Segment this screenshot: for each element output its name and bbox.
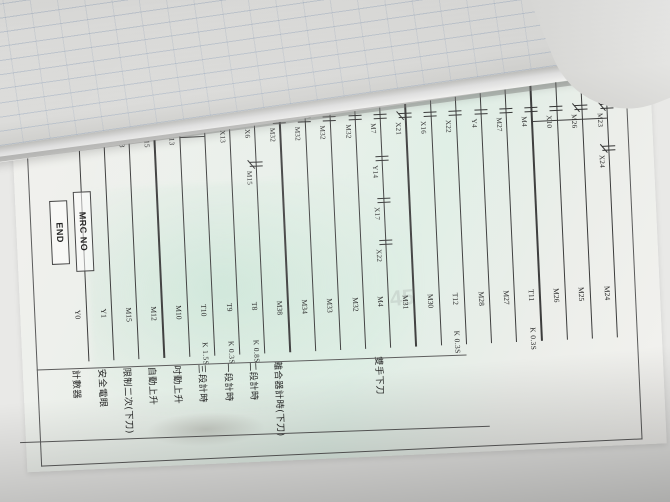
contact-normally-open[interactable] [375,155,389,158]
contact-label: M23 [595,112,604,128]
contact-normally-closed[interactable] [398,112,412,115]
output-coil-label: M32 [350,297,360,312]
contact-label: M4 [519,116,529,127]
contact-label: M32 [318,125,327,140]
output-coil-label: M15 [123,307,134,323]
output-coil-label: M12 [148,306,159,321]
output-coil-label: M10 [174,305,184,320]
contact-label: M32 [343,124,353,139]
contact-label: X22 [444,119,453,134]
contact-label: M15 [244,170,254,186]
contact-normally-open[interactable] [473,109,487,112]
function-annotation-label: 離合器計時(下刀) [271,360,286,438]
contact-normally-closed[interactable] [601,145,615,148]
output-coil-label: M34 [299,299,310,315]
instruction-block-end-label: END [54,222,66,244]
output-coil-label: T12 [450,292,461,306]
function-annotation-label: 自動上升 [145,366,159,406]
function-annotation-label: 計數器 [70,369,83,400]
function-annotation-label: 限制二次(下刀) [120,367,135,435]
output-coil-label: M33 [325,298,335,313]
timer-preset-label: K 0.3S [528,327,539,351]
output-coil-label: T9 [224,302,234,312]
function-annotation-label: 安全電眼 [95,368,109,408]
timer-preset-label: K 0.8S [251,339,262,363]
timer-preset-label: K 0.3S [452,330,463,354]
contact-normally-closed[interactable] [574,104,588,107]
contact-label: Y4 [469,118,478,129]
contact-label: M27 [494,117,504,132]
contact-label: M26 [570,113,579,129]
function-annotation-label: 雙手下刀 [372,356,385,396]
contact-label: X21 [393,121,403,136]
output-coil-label: T11 [526,289,537,302]
output-coil-label: T10 [199,303,209,317]
contact-normally-open[interactable] [549,105,563,108]
contact-label: X10 [544,115,554,129]
contact-label: Y14 [370,165,380,179]
output-coil-label: M30 [425,293,436,309]
output-coil-label: M25 [576,286,587,302]
contact-normally-open[interactable] [499,107,513,110]
contact-normally-open[interactable] [524,106,538,109]
output-coil-label: M26 [551,287,562,303]
output-coil-label: M27 [501,290,511,305]
contact-normally-open[interactable] [348,114,362,117]
contact-normally-open[interactable] [378,239,392,242]
function-annotation-label: 二段計時 [246,361,260,401]
timer-preset-label: K 0.3S [226,340,237,365]
contact-label: X17 [372,207,382,221]
output-coil-label: M4 [375,295,385,307]
contact-label: M32 [267,127,277,143]
contact-label: X6 [242,128,252,139]
contact-label: M32 [293,126,302,142]
contact-normally-open[interactable] [377,197,391,200]
output-coil-label: Y0 [73,309,83,320]
output-coil-label: M31 [400,294,411,310]
function-annotation-label: 吋動上升 [170,365,184,405]
instruction-block-mrc-no-label: MRC NO [77,211,90,252]
contact-normally-open[interactable] [423,111,437,114]
timer-preset-label: K 1.5S [200,341,212,366]
contact-normally-closed[interactable] [249,161,263,164]
function-annotation-label: 一段計時 [221,362,234,403]
function-annotation-label: 三段計時 [195,364,209,404]
output-coil-label: M24 [602,285,612,301]
output-coil-label: T8 [249,301,259,311]
output-coil-label: Y1 [98,308,108,319]
output-coil-label: M38 [274,300,285,316]
output-coil-label: M28 [476,291,486,307]
contact-label: X22 [374,248,383,263]
contact-label: M7 [368,123,378,134]
contact-label: X24 [597,154,606,169]
contact-label: X16 [418,120,428,135]
contact-normally-open[interactable] [448,110,462,113]
instruction-block-mrc-no[interactable]: MRC NO [72,191,95,272]
instruction-block-end[interactable]: END [49,200,71,265]
contact-normally-open[interactable] [373,113,387,116]
